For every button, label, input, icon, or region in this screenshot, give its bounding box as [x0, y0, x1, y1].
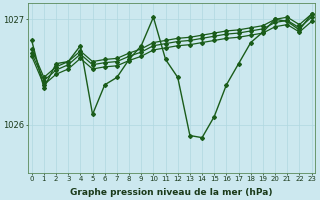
X-axis label: Graphe pression niveau de la mer (hPa): Graphe pression niveau de la mer (hPa) [70, 188, 273, 197]
